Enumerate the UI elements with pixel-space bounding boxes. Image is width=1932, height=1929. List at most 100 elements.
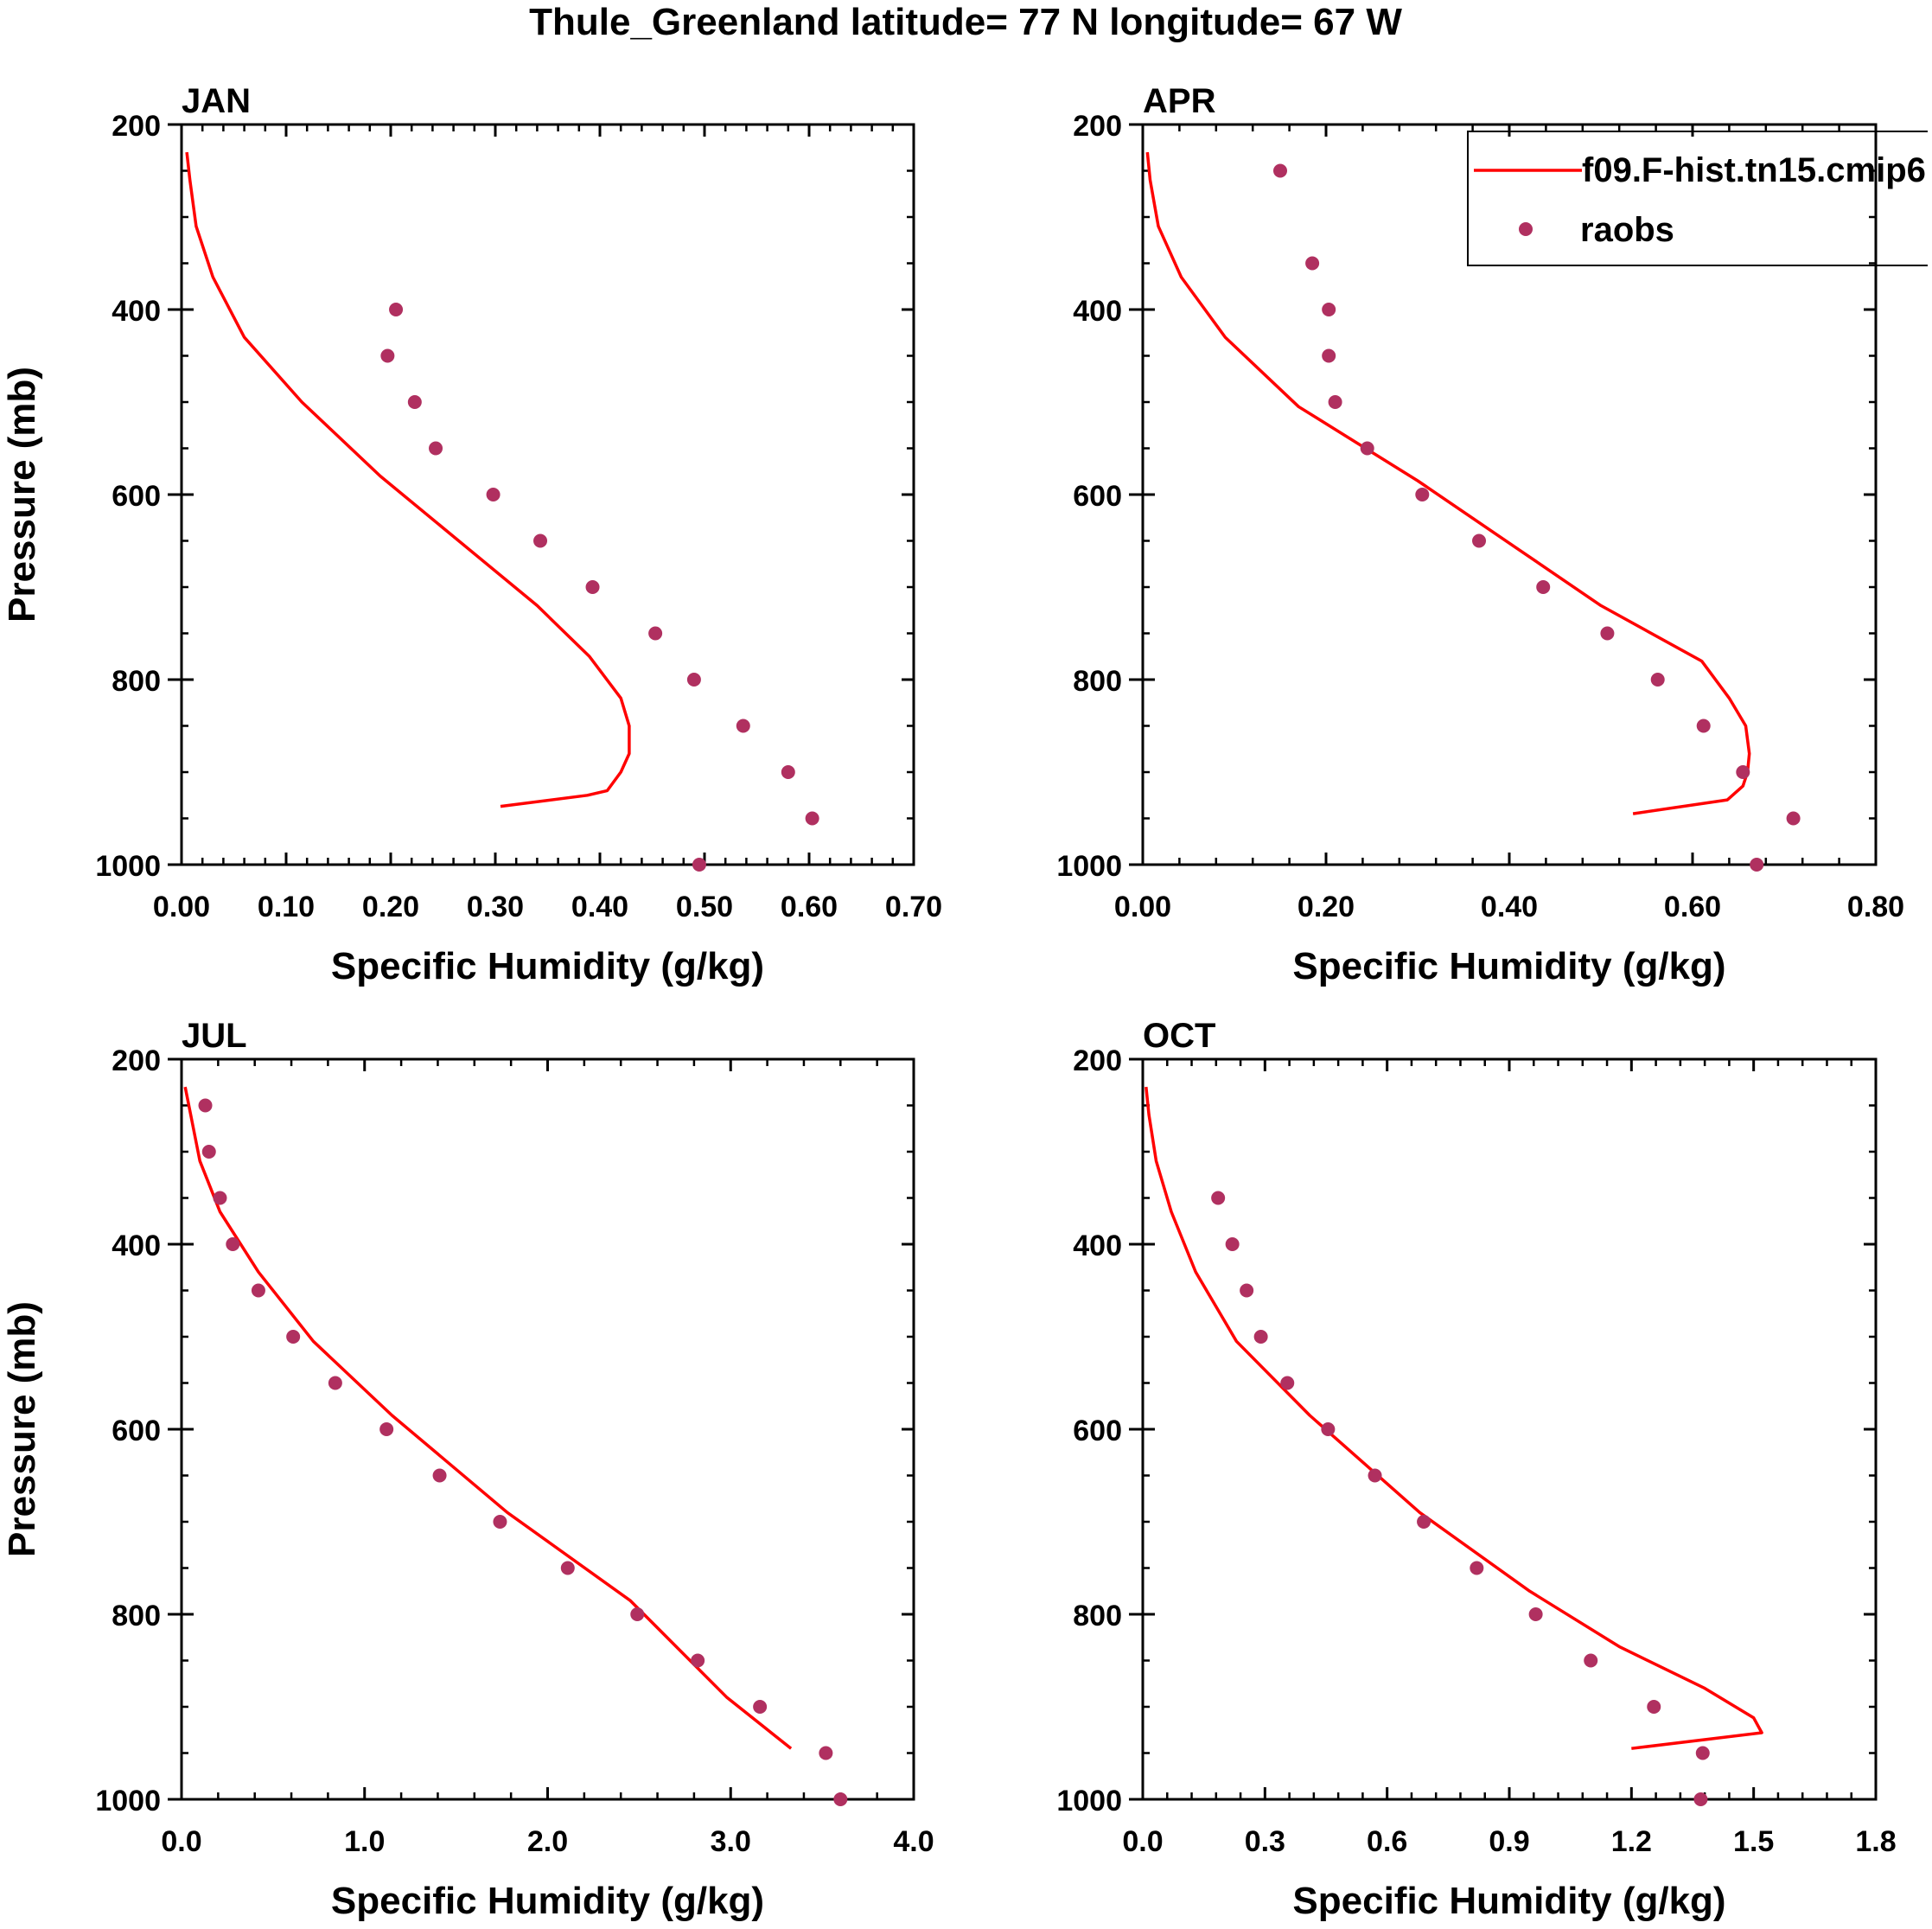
y-tick-label: 400 bbox=[112, 1230, 161, 1262]
x-tick-label: 0.3 bbox=[1245, 1825, 1285, 1858]
raobs-point bbox=[407, 395, 422, 409]
x-tick-label: 0.0 bbox=[161, 1825, 201, 1858]
raobs-point bbox=[560, 1561, 575, 1575]
x-tick-label: 0.80 bbox=[1847, 891, 1904, 923]
y-tick-label: 200 bbox=[1073, 110, 1122, 143]
raobs-point bbox=[585, 580, 600, 594]
model-profile-line bbox=[185, 151, 631, 808]
panel-oct: OCT 0.0 0.3 0.6 0.9 1.2 1.5 1.8 200 400 600 800 1000… bbox=[1056, 1017, 1896, 1922]
raobs-point bbox=[1225, 1237, 1240, 1251]
x-tick-label: 0.40 bbox=[571, 891, 628, 923]
raobs-point bbox=[1211, 1191, 1226, 1205]
x-axis-label: Specific Humidity (g/kg) bbox=[331, 945, 764, 987]
raobs-point bbox=[213, 1191, 227, 1205]
raobs-point bbox=[1786, 811, 1801, 826]
panels: JAN 0.00 0.10 0.20 0.30 0.40 0.50 0.60 0.70 200 40… bbox=[1, 82, 1928, 1922]
raobs-point bbox=[736, 719, 750, 733]
panel-title: JUL bbox=[182, 1017, 247, 1055]
panel-jul: JUL 0.0 1.0 2.0 3.0 4.0 200 400 600 800 1000 Specif… bbox=[1, 1017, 934, 1922]
raobs-point bbox=[691, 1653, 705, 1668]
y-tick-label: 200 bbox=[112, 1044, 161, 1077]
x-axis-label: Specific Humidity (g/kg) bbox=[331, 1880, 764, 1922]
legend: f09.F-hist.tn15.cmip6 raobs bbox=[1467, 131, 1928, 266]
raobs-point bbox=[493, 1515, 507, 1529]
model-profile-line bbox=[183, 1086, 793, 1750]
y-axis-label: Pressure (mb) bbox=[1, 367, 43, 623]
raobs-point bbox=[1584, 1653, 1598, 1668]
x-tick-label: 1.8 bbox=[1855, 1825, 1896, 1858]
panel-apr: APR 0.00 0.20 0.40 0.60 0.80 200 400 600 800 1000 S… bbox=[1056, 82, 1928, 987]
x-tick-label: 0.10 bbox=[258, 891, 315, 923]
raobs-point bbox=[648, 626, 663, 641]
raobs-point bbox=[328, 1376, 342, 1390]
raobs-point bbox=[379, 1422, 394, 1436]
raobs-point bbox=[1305, 256, 1320, 271]
legend-obs-label: raobs bbox=[1580, 211, 1674, 249]
raobs-point bbox=[819, 1746, 833, 1760]
raobs-point bbox=[1650, 673, 1665, 687]
panel-title: OCT bbox=[1143, 1017, 1215, 1055]
x-tick-label: 0.6 bbox=[1367, 1825, 1407, 1858]
raobs-point bbox=[1240, 1283, 1254, 1298]
plot-frame bbox=[180, 123, 915, 866]
model-profile-line bbox=[1145, 1086, 1763, 1750]
y-tick-label: 600 bbox=[112, 1415, 161, 1447]
x-tick-label: 1.2 bbox=[1611, 1825, 1652, 1858]
raobs-point bbox=[1253, 1330, 1268, 1344]
y-tick-label: 200 bbox=[1073, 1044, 1122, 1077]
panel-title: JAN bbox=[182, 82, 251, 120]
raobs-point bbox=[1736, 765, 1750, 779]
raobs-point bbox=[630, 1607, 645, 1621]
y-tick-label: 800 bbox=[1073, 1600, 1122, 1632]
plot-frame bbox=[1141, 1057, 1878, 1801]
raobs-point bbox=[1472, 533, 1487, 548]
y-tick-label: 400 bbox=[1073, 1230, 1122, 1262]
raobs-point bbox=[686, 673, 701, 687]
y-tick-label: 600 bbox=[1073, 1415, 1122, 1447]
raobs-point bbox=[432, 1468, 447, 1483]
raobs-point bbox=[286, 1330, 301, 1344]
legend-frame bbox=[1467, 131, 1928, 266]
raobs-point bbox=[1696, 719, 1711, 733]
x-tick-label: 0.20 bbox=[1298, 891, 1355, 923]
y-tick-label: 400 bbox=[112, 295, 161, 328]
raobs-point bbox=[1273, 163, 1287, 178]
plot-frame bbox=[180, 1057, 915, 1801]
x-tick-label: 1.5 bbox=[1733, 1825, 1774, 1858]
raobs-point bbox=[1417, 1515, 1431, 1529]
y-tick-label: 200 bbox=[112, 110, 161, 143]
raobs-point bbox=[1528, 1607, 1543, 1621]
x-tick-label: 0.9 bbox=[1489, 1825, 1529, 1858]
x-tick-label: 0.70 bbox=[885, 891, 942, 923]
y-tick-label: 600 bbox=[1073, 480, 1122, 513]
raobs-point bbox=[833, 1792, 848, 1806]
figure-title: Thule_Greenland latitude= 77 N longitude… bbox=[529, 1, 1402, 43]
panel-title: APR bbox=[1143, 82, 1216, 120]
y-axis-label: Pressure (mb) bbox=[1, 1301, 43, 1557]
raobs-point bbox=[486, 488, 501, 501]
raobs-point bbox=[380, 348, 395, 363]
x-tick-label: 0.60 bbox=[1664, 891, 1721, 923]
x-tick-label: 0.40 bbox=[1481, 891, 1538, 923]
x-axis-label: Specific Humidity (g/kg) bbox=[1292, 1880, 1725, 1922]
y-tick-label: 600 bbox=[112, 480, 161, 513]
legend-model-label: f09.F-hist.tn15.cmip6 bbox=[1582, 151, 1926, 189]
raobs-point bbox=[692, 858, 706, 872]
raobs-point bbox=[805, 811, 819, 826]
raobs-point bbox=[1536, 580, 1551, 594]
y-tick-label: 1000 bbox=[95, 850, 161, 883]
raobs-point bbox=[1647, 1700, 1661, 1714]
raobs-point bbox=[251, 1283, 265, 1298]
y-tick-label: 800 bbox=[1073, 665, 1122, 698]
x-tick-label: 0.60 bbox=[781, 891, 838, 923]
raobs-point bbox=[1322, 348, 1336, 363]
raobs-point bbox=[1415, 488, 1430, 501]
y-tick-label: 400 bbox=[1073, 295, 1122, 328]
raobs-point bbox=[429, 441, 443, 456]
raobs-point bbox=[1750, 858, 1764, 872]
legend-marker-swatch bbox=[1519, 222, 1533, 236]
raobs-point bbox=[1360, 441, 1374, 456]
raobs-point bbox=[1322, 303, 1336, 316]
x-tick-label: 0.00 bbox=[1114, 891, 1171, 923]
